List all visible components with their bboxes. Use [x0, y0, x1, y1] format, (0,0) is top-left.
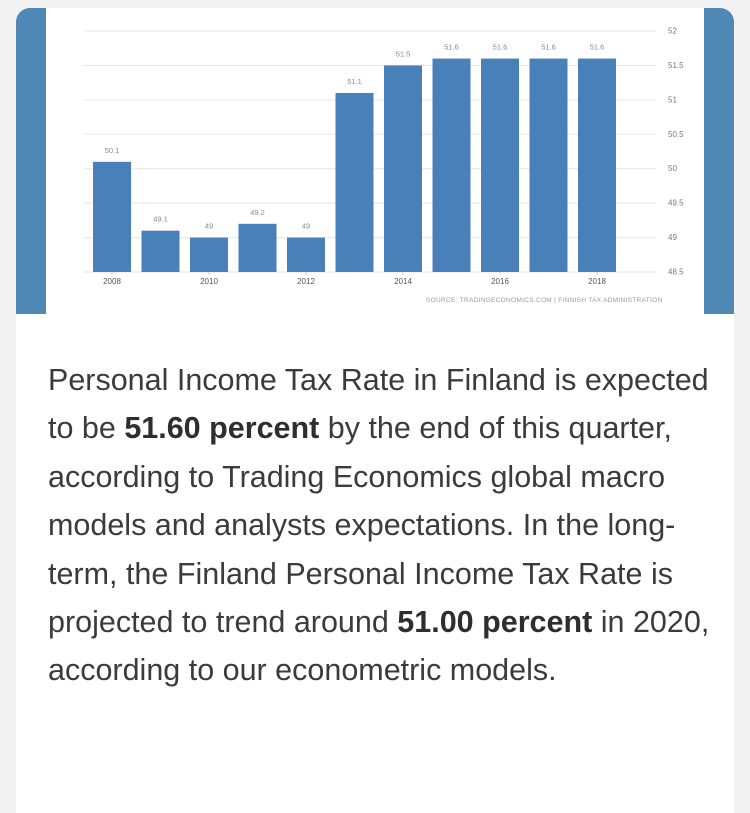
bar	[578, 58, 616, 272]
y-tick-label: 50	[668, 164, 677, 173]
bar-value-label: 51.6	[444, 43, 459, 52]
y-tick-label: 49.5	[668, 199, 684, 208]
bar-chart: 50.1 49.1 49 49.2 49 51.1 51.5 51.6 51.6 51.6 51.6…	[46, 8, 704, 314]
x-axis-ticks: 2008 2010 2012 2014 2016 2018	[103, 272, 606, 286]
bar	[432, 58, 471, 272]
description-text: Personal Income Tax Rate in Finland is e…	[48, 356, 718, 695]
desc-forecast-value: 51.60 percent	[124, 411, 320, 446]
bar	[141, 230, 180, 272]
bar	[190, 237, 228, 272]
chart-source: SOURCE: TRADINGECONOMICS.COM | FINNISH T…	[426, 297, 662, 304]
desc-part-3: in 2020, according to our econometric mo…	[48, 605, 710, 688]
desc-long-term-value: 51.00 percent	[397, 605, 593, 640]
bar-value-label: 50.1	[105, 146, 120, 155]
value-labels: 50.1 49.1 49 49.2 49 51.1 51.5 51.6 51.6 51.6 51.6	[105, 43, 605, 231]
bar-value-label: 49	[205, 222, 213, 231]
bar-value-label: 51.6	[541, 43, 556, 52]
bar	[481, 58, 519, 272]
y-tick-label: 48.5	[668, 268, 684, 277]
bar-value-label: 51.5	[396, 49, 411, 58]
y-tick-label: 51.5	[668, 61, 684, 70]
bar-value-label: 51.6	[590, 43, 605, 52]
bar	[384, 65, 422, 272]
x-tick-label: 2012	[297, 277, 315, 286]
x-tick-label: 2010	[200, 277, 218, 286]
y-axis-ticks: 48.5 49 49.5 50 50.5 51 51.5 52	[668, 27, 684, 277]
x-tick-label: 2018	[588, 277, 606, 286]
chart-band: 50.1 49.1 49 49.2 49 51.1 51.5 51.6 51.6 51.6 51.6…	[16, 8, 734, 314]
article-card: 50.1 49.1 49 49.2 49 51.1 51.5 51.6 51.6 51.6 51.6…	[16, 8, 734, 813]
y-tick-label: 51	[668, 95, 677, 104]
bar-value-label: 51.1	[347, 77, 362, 86]
y-tick-label: 50.5	[668, 130, 684, 139]
y-tick-label: 52	[668, 27, 677, 36]
bar-value-label: 49.1	[153, 215, 168, 224]
desc-part-2: by the end of this quarter, according to…	[48, 411, 676, 640]
bar-chart-svg: 50.1 49.1 49 49.2 49 51.1 51.5 51.6 51.6 51.6 51.6…	[84, 27, 684, 304]
x-tick-label: 2014	[394, 277, 412, 286]
x-tick-label: 2016	[491, 277, 509, 286]
bar-value-label: 49.2	[250, 208, 265, 217]
bars	[93, 58, 616, 272]
bar-value-label: 49	[302, 222, 310, 231]
bar	[238, 223, 277, 272]
desc-part-1: Personal Income Tax Rate in Finland is e…	[48, 363, 709, 446]
bar	[335, 92, 374, 272]
bar	[287, 237, 325, 272]
bar	[529, 58, 568, 272]
bar	[93, 161, 131, 272]
x-tick-label: 2008	[103, 277, 121, 286]
bar-value-label: 51.6	[493, 43, 508, 52]
y-tick-label: 49	[668, 233, 677, 242]
